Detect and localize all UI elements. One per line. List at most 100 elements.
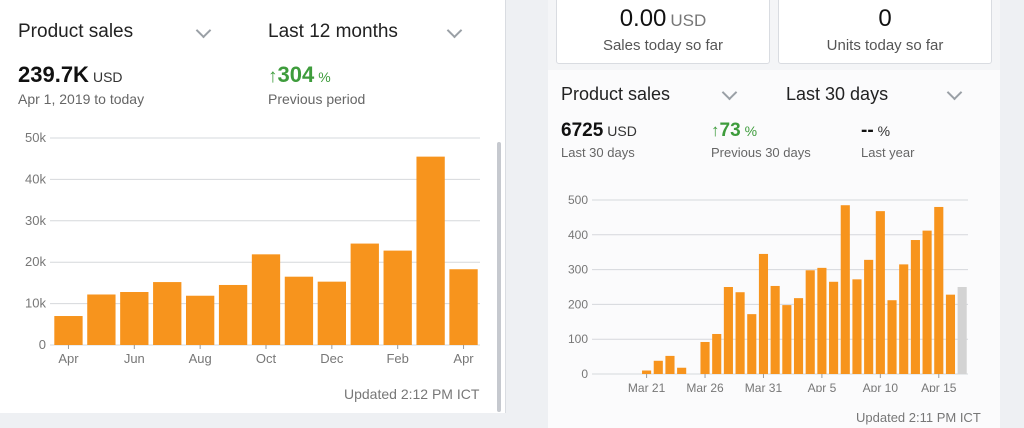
- y-tick-label: 200: [568, 297, 588, 311]
- bar: [793, 298, 804, 374]
- right-total-unit: USD: [607, 123, 637, 139]
- right-sales-panel: Product sales Last 30 days 6725 USD Last …: [548, 70, 1000, 428]
- x-tick-label: Mar 26: [686, 381, 724, 392]
- left-total-caption: Apr 1, 2019 to today: [18, 91, 145, 107]
- units-today-card: 0 Units today so far: [778, 0, 992, 64]
- x-tick-label: Jun: [124, 351, 145, 366]
- bar: [54, 316, 83, 345]
- bar: [653, 360, 663, 374]
- right-updated-text: Updated 2:11 PM ICT: [856, 410, 981, 425]
- x-tick-label: Dec: [320, 351, 344, 366]
- left-updated-text: Updated 2:12 PM ICT: [344, 386, 480, 402]
- bar: [416, 156, 445, 345]
- bar: [383, 250, 412, 345]
- left-change-unit: %: [318, 69, 331, 85]
- right-period-selector[interactable]: Last 30 days: [786, 84, 888, 105]
- y-tick-label: 10k: [25, 296, 46, 311]
- left-period-selector-label: Last 12 months: [268, 21, 398, 42]
- bar: [317, 281, 347, 345]
- chevron-down-icon[interactable]: [195, 22, 212, 39]
- x-tick-label: Apr 10: [863, 381, 899, 392]
- left-period-selector[interactable]: Last 12 months: [268, 21, 398, 43]
- sales-today-unit: USD: [670, 11, 707, 30]
- y-tick-label: 0: [39, 337, 46, 352]
- x-tick-label: Apr: [58, 351, 79, 366]
- bar: [887, 300, 897, 374]
- y-tick-label: 300: [568, 263, 588, 277]
- left-bar-chart: 0 10k 20k 30k 40k 50k Apr Jun Aug Oct Dec Feb Apr: [25, 130, 480, 366]
- chevron-down-icon[interactable]: [946, 84, 963, 101]
- bar: [284, 276, 314, 345]
- bar: [782, 305, 792, 374]
- right-last-year-metric: --% Last year: [861, 120, 914, 160]
- right-bar-chart: 0 100 200 300 400 500 Mar 21 Mar 26 Mar 31 Apr 5 A…: [568, 193, 968, 392]
- bar: [642, 370, 652, 374]
- left-total-unit: USD: [92, 69, 123, 85]
- right-change-metric: ↑73% Previous 30 days: [711, 120, 811, 160]
- x-tick-label: Feb: [386, 351, 408, 366]
- today-summary: 0.00 USD Sales today so far 0 Units today…: [548, 0, 1000, 70]
- bar: [852, 279, 862, 374]
- right-period-selector-label: Last 30 days: [786, 84, 889, 104]
- right-change-unit: %: [744, 123, 758, 139]
- bar: [875, 211, 885, 374]
- bar: [957, 287, 967, 374]
- bar: [185, 295, 215, 345]
- x-tick-label: Apr 15: [921, 381, 957, 392]
- sales-today-label: Sales today so far: [602, 37, 724, 54]
- left-change-value: 304: [277, 62, 315, 87]
- right-change-value: 73: [719, 120, 741, 141]
- bar: [829, 281, 839, 374]
- x-tick-label: Mar 21: [628, 381, 666, 392]
- x-tick-label: Aug: [189, 351, 212, 366]
- bar: [864, 259, 874, 374]
- bar: [735, 292, 745, 374]
- right-total-metric: 6725 USD Last 30 days: [561, 120, 637, 160]
- right-metric-selector[interactable]: Product sales: [561, 84, 670, 105]
- right-total-caption: Last 30 days: [561, 145, 635, 160]
- y-tick-label: 40k: [25, 171, 46, 186]
- right-last-year-value: --: [861, 120, 874, 141]
- bar: [747, 314, 757, 374]
- bar: [945, 294, 956, 374]
- y-tick-label: 20k: [25, 254, 46, 269]
- left-total-value: 239.7K: [18, 62, 89, 87]
- bar: [449, 269, 478, 345]
- bar: [758, 253, 769, 374]
- y-tick-label: 500: [568, 193, 588, 207]
- left-metric-selector[interactable]: Product sales: [18, 21, 133, 43]
- y-tick-label: 100: [568, 332, 588, 346]
- left-sales-panel: Product sales Last 12 months 239.7K USD A…: [0, 0, 506, 413]
- right-last-year-unit: %: [877, 123, 891, 139]
- arrow-up-icon: ↑: [711, 121, 720, 140]
- bar: [218, 284, 248, 345]
- sales-today-value: 0.00: [619, 5, 667, 32]
- left-change-caption: Previous period: [268, 91, 366, 107]
- scrollbar[interactable]: [497, 142, 501, 412]
- y-tick-label: 30k: [25, 213, 46, 228]
- y-tick-label: 400: [568, 228, 588, 242]
- left-metric-selector-label: Product sales: [18, 21, 134, 42]
- bar: [120, 292, 149, 345]
- bar: [153, 282, 182, 345]
- bar: [712, 333, 722, 374]
- bar: [251, 254, 281, 345]
- bar: [840, 205, 850, 374]
- bar: [677, 367, 687, 374]
- units-today-label: Units today so far: [826, 37, 944, 54]
- chevron-down-icon[interactable]: [446, 22, 463, 39]
- x-tick-label: Apr 5: [808, 381, 837, 392]
- bar: [700, 341, 710, 374]
- bar: [922, 230, 932, 374]
- bar: [817, 267, 827, 374]
- arrow-up-icon: ↑: [268, 66, 278, 87]
- bar: [910, 240, 920, 374]
- chevron-down-icon[interactable]: [721, 84, 738, 101]
- bar: [934, 206, 944, 374]
- left-change-metric: ↑304% Previous period: [268, 62, 365, 107]
- bar: [723, 287, 733, 374]
- bar: [87, 294, 116, 345]
- bar: [770, 285, 780, 374]
- bar: [350, 243, 379, 345]
- left-total-metric: 239.7K USD Apr 1, 2019 to today: [18, 62, 144, 107]
